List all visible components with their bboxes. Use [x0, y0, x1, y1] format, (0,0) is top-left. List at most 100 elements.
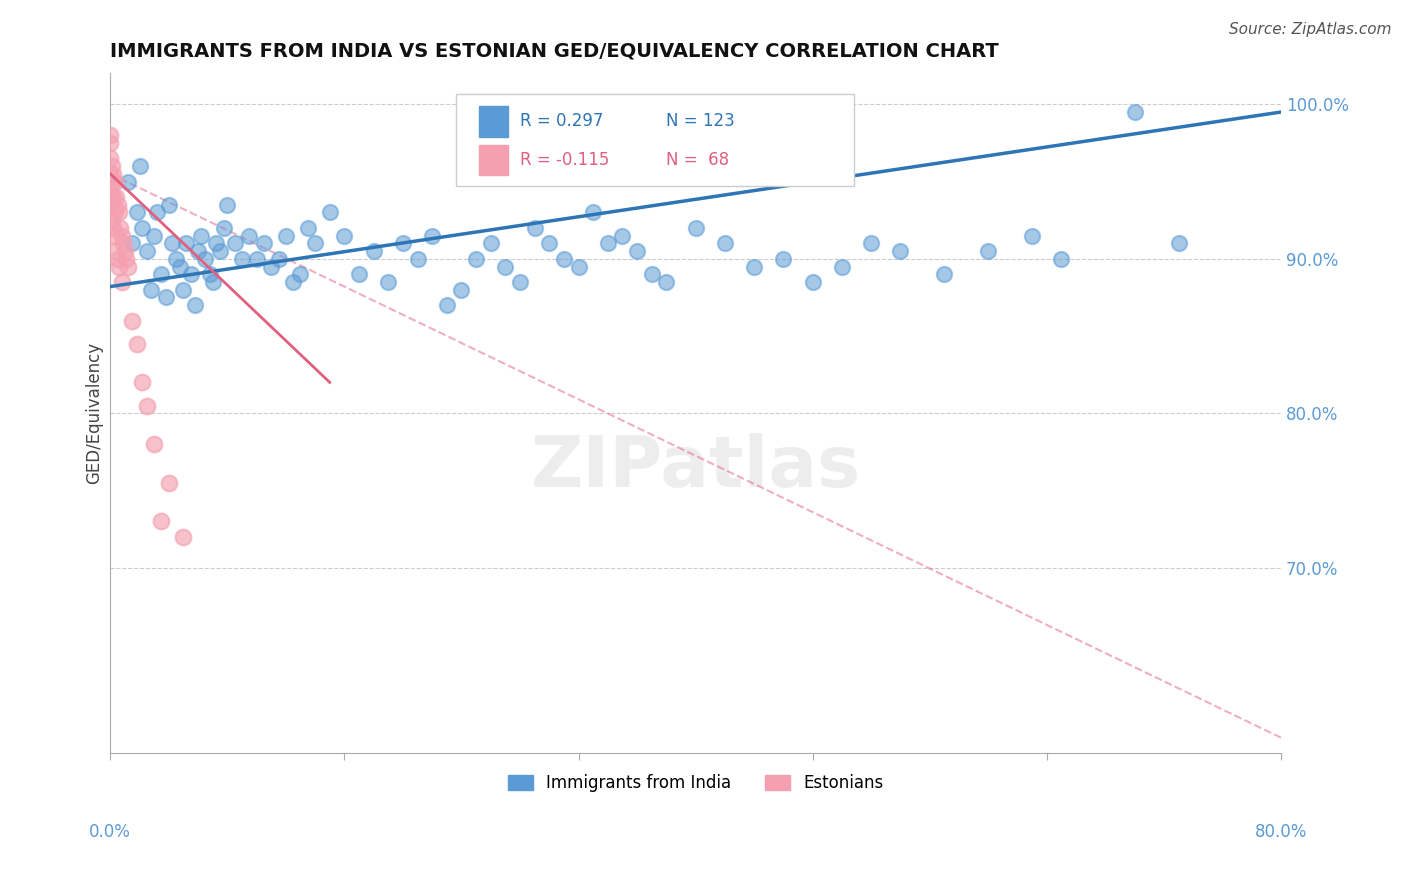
Point — [104, 244, 127, 258]
Point — [553, 252, 575, 266]
Point — [155, 290, 177, 304]
Point — [392, 236, 415, 251]
Point — [319, 205, 342, 219]
Point — [304, 236, 326, 251]
Point — [117, 260, 139, 274]
Point — [111, 275, 134, 289]
Text: R = 0.297: R = 0.297 — [520, 112, 603, 130]
Point — [685, 220, 707, 235]
Point — [150, 515, 173, 529]
Point — [509, 275, 531, 289]
Point — [801, 275, 824, 289]
Point — [596, 236, 619, 251]
Point — [141, 283, 163, 297]
Point — [157, 198, 180, 212]
Point — [125, 336, 148, 351]
Point — [131, 220, 153, 235]
Text: 80.0%: 80.0% — [1254, 822, 1308, 840]
Point — [465, 252, 488, 266]
Point — [128, 159, 150, 173]
Point — [420, 228, 443, 243]
Point — [98, 178, 121, 192]
Point — [238, 228, 260, 243]
Text: IMMIGRANTS FROM INDIA VS ESTONIAN GED/EQUIVALENCY CORRELATION CHART: IMMIGRANTS FROM INDIA VS ESTONIAN GED/EQ… — [110, 42, 1000, 61]
Point — [231, 252, 253, 266]
Point — [245, 252, 267, 266]
Point — [108, 205, 131, 219]
Point — [101, 220, 124, 235]
Point — [131, 376, 153, 390]
Point — [184, 298, 207, 312]
Point — [172, 283, 194, 297]
Point — [714, 236, 737, 251]
Point — [1167, 236, 1189, 251]
Point — [267, 252, 290, 266]
Text: R = -0.115: R = -0.115 — [520, 151, 609, 169]
Point — [208, 244, 231, 258]
Point — [108, 260, 131, 274]
Point — [626, 244, 648, 258]
Point — [115, 252, 138, 266]
Point — [111, 228, 134, 243]
Point — [479, 236, 502, 251]
Bar — [479, 145, 509, 176]
Point — [135, 399, 157, 413]
Point — [977, 244, 1000, 258]
Point — [187, 244, 209, 258]
Point — [121, 236, 143, 251]
Point — [101, 167, 124, 181]
Point — [347, 267, 370, 281]
Point — [260, 260, 283, 274]
Point — [143, 228, 166, 243]
Point — [436, 298, 458, 312]
Point — [567, 260, 589, 274]
Point — [114, 244, 136, 258]
Point — [253, 236, 276, 251]
Point — [98, 198, 121, 212]
Point — [214, 220, 236, 235]
Point — [160, 236, 183, 251]
Point — [104, 175, 127, 189]
Point — [125, 205, 148, 219]
Point — [333, 228, 356, 243]
Text: Source: ZipAtlas.com: Source: ZipAtlas.com — [1229, 22, 1392, 37]
Point — [297, 220, 319, 235]
Point — [180, 267, 202, 281]
Point — [363, 244, 385, 258]
Point — [98, 136, 121, 150]
FancyBboxPatch shape — [456, 94, 853, 186]
Point — [1123, 105, 1146, 120]
Point — [201, 275, 224, 289]
Point — [143, 437, 166, 451]
Point — [105, 190, 128, 204]
Point — [538, 236, 561, 251]
Point — [107, 198, 129, 212]
Point — [194, 252, 217, 266]
Point — [641, 267, 664, 281]
Point — [101, 190, 124, 204]
Point — [889, 244, 911, 258]
Point — [283, 275, 305, 289]
Point — [98, 152, 121, 166]
Y-axis label: GED/Equivalency: GED/Equivalency — [86, 343, 103, 484]
Point — [450, 283, 472, 297]
Point — [655, 275, 678, 289]
Point — [98, 167, 121, 181]
Point — [150, 267, 173, 281]
Point — [105, 228, 128, 243]
Point — [217, 198, 239, 212]
Point — [406, 252, 429, 266]
Point — [157, 475, 180, 490]
Point — [198, 267, 221, 281]
Point — [934, 267, 956, 281]
Point — [172, 530, 194, 544]
Point — [104, 205, 127, 219]
Legend: Immigrants from India, Estonians: Immigrants from India, Estonians — [502, 768, 890, 799]
Point — [146, 205, 169, 219]
Point — [377, 275, 399, 289]
Point — [831, 260, 853, 274]
Point — [117, 175, 139, 189]
Point — [100, 213, 122, 227]
Point — [1021, 228, 1043, 243]
Point — [112, 236, 135, 251]
